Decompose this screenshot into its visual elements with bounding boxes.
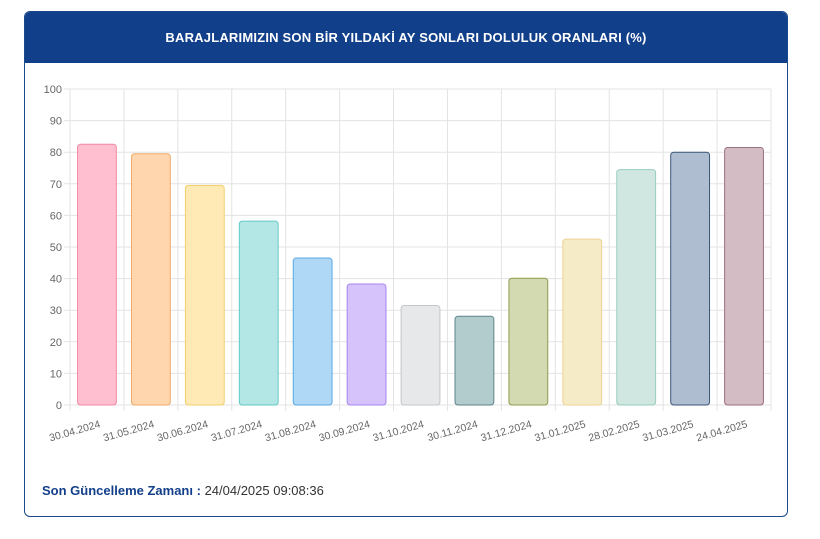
x-tick-label: 31.03.2025 [641,418,695,443]
x-tick-label: 31.08.2024 [264,418,318,443]
bar [724,146,764,406]
bar [670,151,711,406]
last-update: Son Güncelleme Zamanı : 24/04/2025 09:08… [42,483,324,498]
x-tick-label: 24.04.2025 [695,418,749,443]
chart-card: BARAJLARIMIZIN SON BİR YILDAKİ AY SONLAR… [24,11,788,517]
bar [616,169,657,406]
y-tick-label: 0 [56,400,62,412]
x-tick-label: 30.11.2024 [426,418,479,443]
x-tick-label: 30.09.2024 [318,418,372,443]
bar [346,283,387,406]
bar [562,238,603,406]
y-tick-label: 100 [44,84,62,96]
x-tick-label: 31.12.2024 [479,418,533,443]
x-tick-label: 31.01.2025 [533,418,587,443]
y-tick-label: 10 [50,368,62,380]
bar [400,304,441,406]
card-header: BARAJLARIMIZIN SON BİR YILDAKİ AY SONLAR… [25,12,787,63]
y-tick-label: 70 [50,179,62,191]
bar-chart: 0 10 20 30 40 50 60 70 80 90 100 30.04.2024 31.05.20… [44,84,772,444]
bar [130,153,171,406]
last-update-label: Son Güncelleme Zamanı : [42,483,201,498]
x-tick-label: 31.07.2024 [210,418,264,443]
bar [454,315,495,406]
last-update-value: 24/04/2025 09:08:36 [204,483,324,498]
bar [184,184,225,406]
chart-area: 0 10 20 30 40 50 60 70 80 90 100 30.04.2024 31.05.20… [25,63,787,444]
y-tick-label: 90 [50,116,62,128]
x-tick-label: 31.10.2024 [371,418,425,443]
chart-title: BARAJLARIMIZIN SON BİR YILDAKİ AY SONLAR… [165,30,647,45]
y-tick-label: 60 [50,210,62,222]
y-tick-label: 30 [50,305,62,317]
bar [292,257,333,406]
bar [508,277,549,406]
bar [238,220,279,406]
x-tick-label: 30.06.2024 [156,418,210,443]
x-tick-label: 31.05.2024 [102,418,156,443]
y-tick-label: 80 [50,147,62,159]
x-tick-label: 28.02.2025 [587,418,641,443]
y-tick-label: 20 [50,337,62,349]
y-tick-label: 40 [50,274,62,286]
bar [77,143,117,406]
y-tick-label: 50 [50,242,62,254]
x-tick-label: 30.04.2024 [48,418,102,443]
